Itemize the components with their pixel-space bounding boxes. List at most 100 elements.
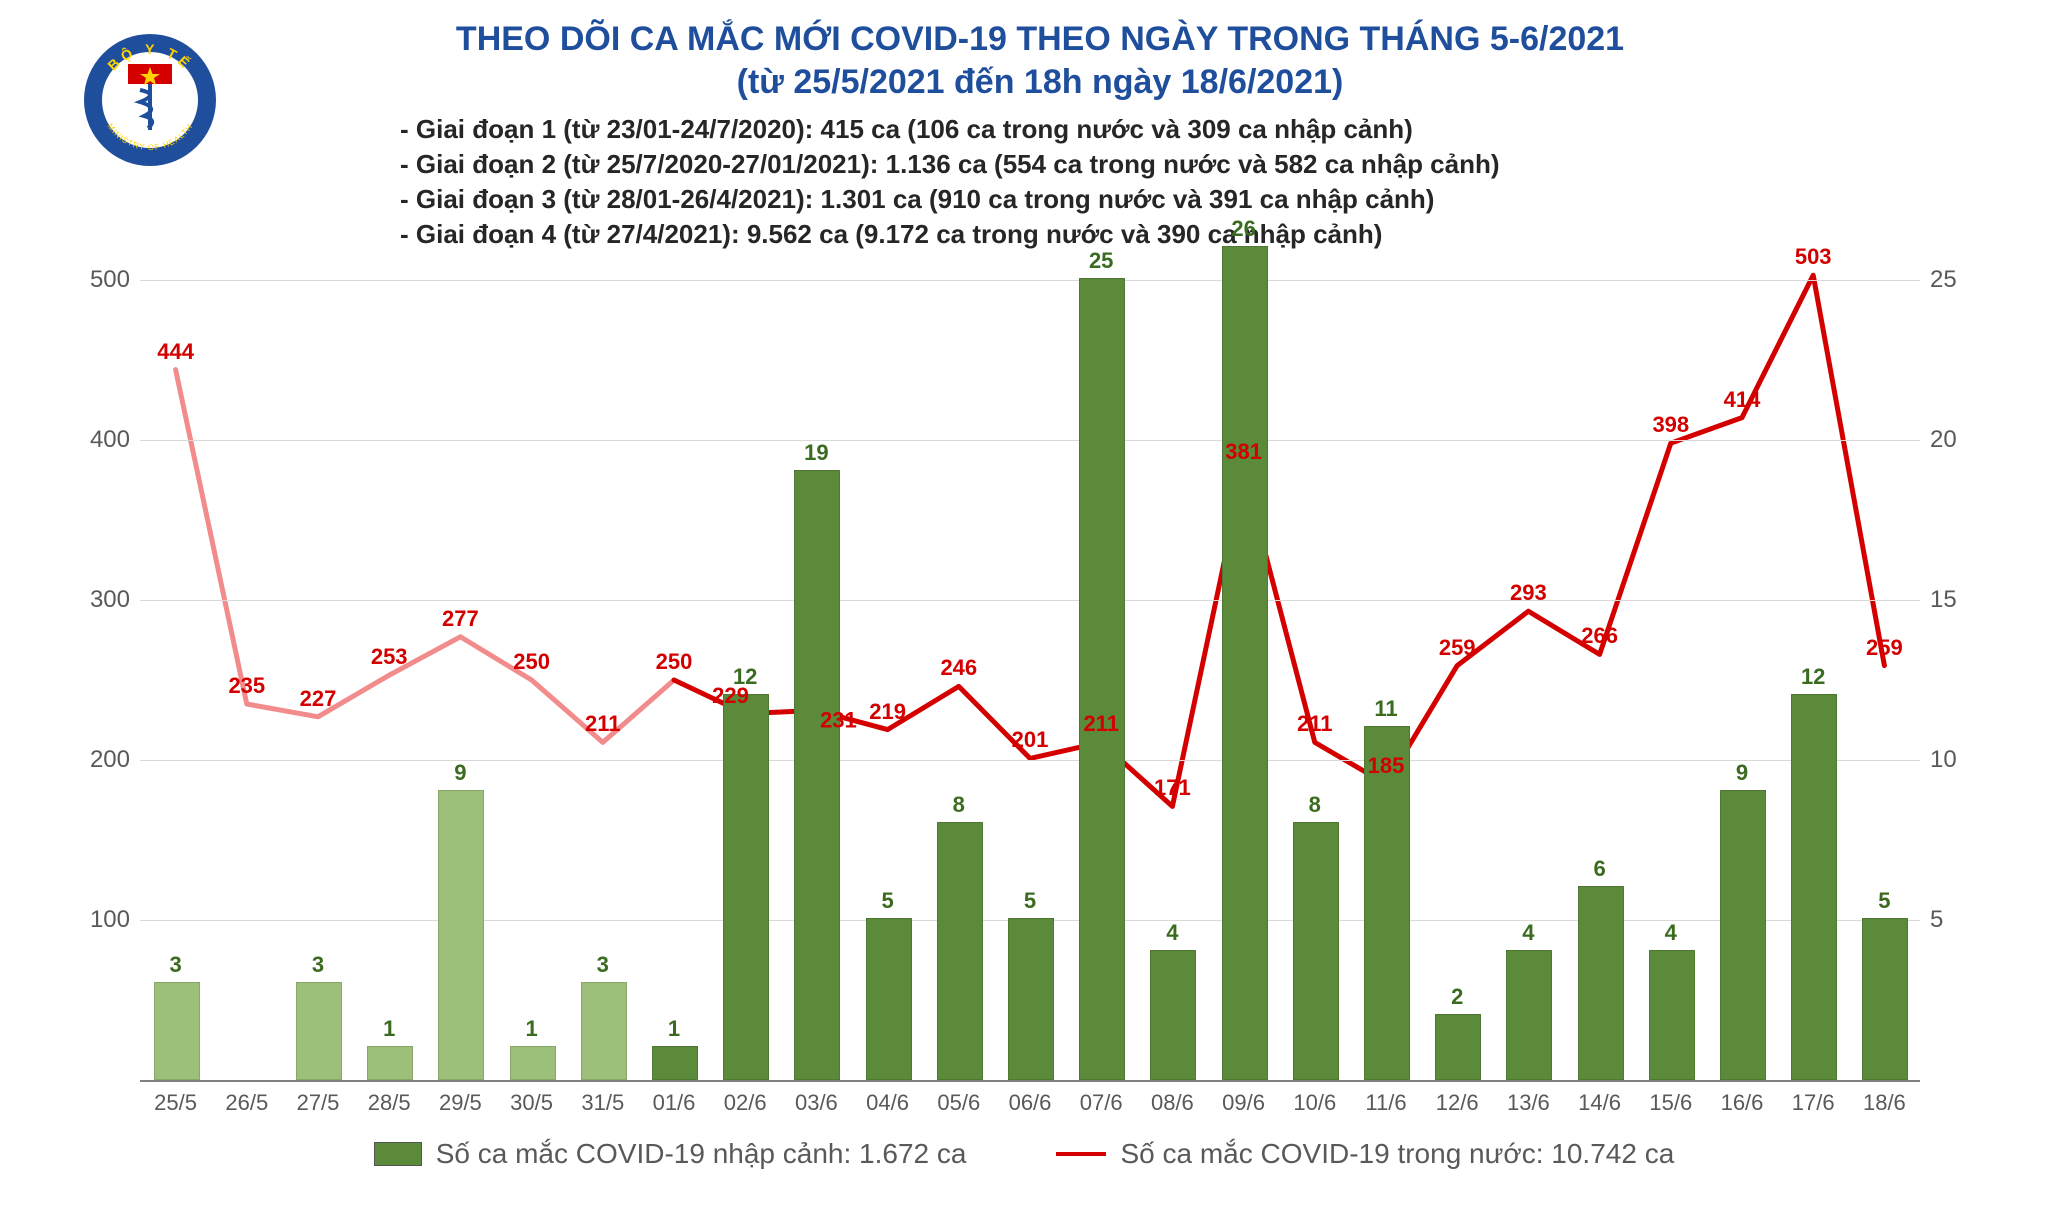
x-tick-label: 29/5 xyxy=(439,1090,482,1116)
x-tick-label: 17/6 xyxy=(1792,1090,1835,1116)
bar xyxy=(510,1046,556,1080)
bar-value-label: 4 xyxy=(1665,920,1677,946)
legend-item-bar: Số ca mắc COVID-19 nhập cảnh: 1.672 ca xyxy=(374,1138,967,1170)
bar-value-label: 1 xyxy=(383,1016,395,1042)
legend: Số ca mắc COVID-19 nhập cảnh: 1.672 ca S… xyxy=(0,1138,2048,1170)
x-tick-label: 27/5 xyxy=(297,1090,340,1116)
y-right-tick-label: 5 xyxy=(1930,906,1990,934)
y-left-tick-label: 100 xyxy=(70,906,130,934)
x-tick-label: 31/5 xyxy=(581,1090,624,1116)
bar xyxy=(866,918,912,1080)
legend-bar-swatch xyxy=(374,1142,422,1166)
x-tick-label: 07/6 xyxy=(1080,1090,1123,1116)
bar xyxy=(296,982,342,1080)
bar xyxy=(1008,918,1054,1080)
x-tick-label: 09/6 xyxy=(1222,1090,1265,1116)
y-right-tick-label: 10 xyxy=(1930,746,1990,774)
bar xyxy=(1862,918,1908,1080)
bar-value-label: 3 xyxy=(597,952,609,978)
bar-value-label: 8 xyxy=(1309,792,1321,818)
bar-value-label: 4 xyxy=(1166,920,1178,946)
bar xyxy=(1079,278,1125,1080)
bar-value-label: 8 xyxy=(953,792,965,818)
bar xyxy=(794,470,840,1080)
line-value-label: 211 xyxy=(585,711,621,737)
bar-value-label: 1 xyxy=(525,1016,537,1042)
line-value-label: 250 xyxy=(656,649,693,675)
line-value-label: 414 xyxy=(1724,386,1761,412)
line-value-label: 211 xyxy=(1083,711,1119,737)
line-value-label: 231 xyxy=(820,708,857,734)
x-tick-label: 02/6 xyxy=(724,1090,767,1116)
line-value-label: 381 xyxy=(1225,439,1262,465)
bar-value-label: 4 xyxy=(1522,920,1534,946)
legend-bar-label: Số ca mắc COVID-19 nhập cảnh: 1.672 ca xyxy=(436,1138,967,1170)
x-tick-label: 04/6 xyxy=(866,1090,909,1116)
x-tick-label: 26/5 xyxy=(225,1090,268,1116)
y-right-tick-label: 15 xyxy=(1930,586,1990,614)
bar-value-label: 2 xyxy=(1451,984,1463,1010)
legend-item-line: Số ca mắc COVID-19 trong nước: 10.742 ca xyxy=(1056,1138,1674,1170)
gridline xyxy=(140,760,1920,761)
ministry-logo: BỘ Y TẾ MINISTRY OF HEALTH xyxy=(80,30,220,170)
title-line-1: THEO DÕI CA MẮC MỚI COVID-19 THEO NGÀY T… xyxy=(240,18,1840,61)
bar xyxy=(1506,950,1552,1080)
x-tick-label: 28/5 xyxy=(368,1090,411,1116)
line-value-label: 250 xyxy=(513,649,550,675)
notes-block: - Giai đoạn 1 (từ 23/01-24/7/2020): 415 … xyxy=(400,112,1800,252)
line-value-label: 266 xyxy=(1581,623,1618,649)
x-tick-label: 13/6 xyxy=(1507,1090,1550,1116)
line-value-label: 444 xyxy=(157,338,194,364)
line-value-label: 503 xyxy=(1795,244,1832,270)
bar xyxy=(367,1046,413,1080)
y-right-tick-label: 25 xyxy=(1930,266,1990,294)
bar xyxy=(1649,950,1695,1080)
gridline xyxy=(140,280,1920,281)
title-line-2: (từ 25/5/2021 đến 18h ngày 18/6/2021) xyxy=(240,61,1840,104)
x-tick-label: 10/6 xyxy=(1293,1090,1336,1116)
bar-value-label: 19 xyxy=(804,440,828,466)
bar xyxy=(652,1046,698,1080)
bar xyxy=(723,694,769,1080)
y-left-tick-label: 200 xyxy=(70,746,130,774)
line-value-label: 277 xyxy=(442,606,479,632)
x-tick-label: 16/6 xyxy=(1721,1090,1764,1116)
line-value-label: 211 xyxy=(1297,711,1333,737)
line-value-label: 235 xyxy=(228,673,265,699)
bar-value-label: 3 xyxy=(169,952,181,978)
line-value-label: 293 xyxy=(1510,580,1547,606)
line-value-label: 253 xyxy=(371,644,408,670)
bar-value-label: 11 xyxy=(1374,696,1397,722)
legend-line-swatch xyxy=(1056,1152,1106,1156)
bar-value-label: 25 xyxy=(1089,248,1113,274)
bar-value-label: 5 xyxy=(881,888,893,914)
bar xyxy=(1435,1014,1481,1080)
bar xyxy=(1791,694,1837,1080)
line-value-label: 246 xyxy=(940,655,977,681)
chart-container: BỘ Y TẾ MINISTRY OF HEALTH THEO DÕI CA M… xyxy=(0,0,2048,1222)
line-value-label: 398 xyxy=(1652,412,1689,438)
x-tick-label: 12/6 xyxy=(1436,1090,1479,1116)
note-line: - Giai đoạn 1 (từ 23/01-24/7/2020): 415 … xyxy=(400,112,1800,147)
y-left-tick-label: 400 xyxy=(70,426,130,454)
bar xyxy=(1364,726,1410,1080)
note-line: - Giai đoạn 3 (từ 28/01-26/4/2021): 1.30… xyxy=(400,182,1800,217)
bar xyxy=(937,822,983,1080)
x-tick-label: 01/6 xyxy=(653,1090,696,1116)
bar-value-label: 9 xyxy=(1736,760,1748,786)
line-value-label: 227 xyxy=(300,686,337,712)
x-tick-label: 08/6 xyxy=(1151,1090,1194,1116)
line-value-label: 219 xyxy=(869,698,906,724)
bar xyxy=(1720,790,1766,1080)
bar-value-label: 9 xyxy=(454,760,466,786)
x-tick-label: 30/5 xyxy=(510,1090,553,1116)
gridline xyxy=(140,440,1920,441)
bar xyxy=(1150,950,1196,1080)
plot-inner: 10020030040050051015202525/5326/527/5328… xyxy=(140,280,1920,1080)
x-tick-label: 06/6 xyxy=(1009,1090,1052,1116)
line-value-label: 201 xyxy=(1012,727,1049,753)
y-left-tick-label: 500 xyxy=(70,266,130,294)
bar-value-label: 5 xyxy=(1878,888,1890,914)
y-right-tick-label: 20 xyxy=(1930,426,1990,454)
x-tick-label: 11/6 xyxy=(1365,1090,1406,1116)
